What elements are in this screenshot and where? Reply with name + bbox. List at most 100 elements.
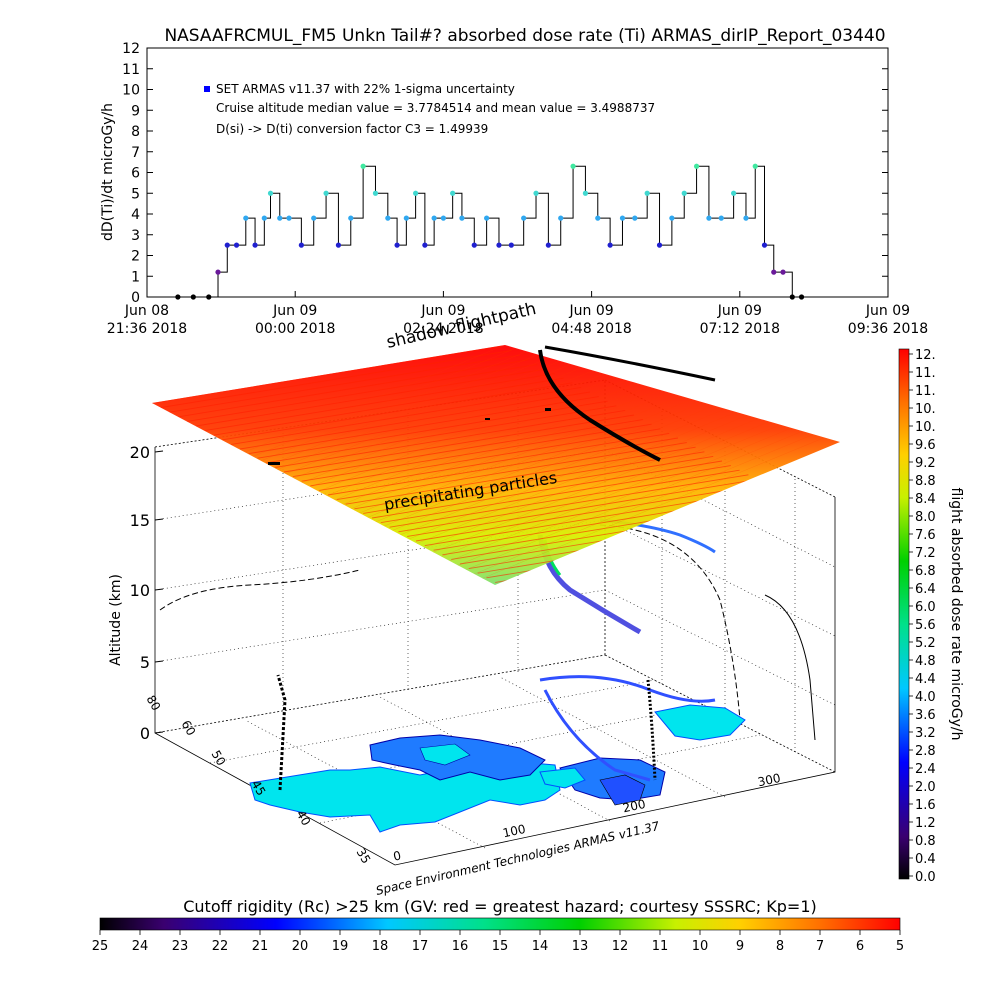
data-point <box>752 163 758 169</box>
dose-rate-colorbar-label: flight absorbed dose rate microGy/h <box>948 488 964 741</box>
data-point <box>521 215 527 221</box>
dose-rate-line <box>177 165 802 298</box>
data-point <box>644 190 650 196</box>
colorbar-tick-label: 10. <box>915 420 936 435</box>
y-tick-label: 2 <box>131 249 140 265</box>
data-point <box>413 190 419 196</box>
data-point <box>607 242 613 248</box>
layer-stripe <box>371 460 723 519</box>
conversion-factor-annotation: D(si) -> D(ti) conversion factor C3 = 1.… <box>216 122 488 136</box>
colorbar-tick-label: 12. <box>915 348 936 363</box>
data-point <box>267 190 274 196</box>
data-point <box>224 242 230 248</box>
rigidity-tick-label: 24 <box>132 939 149 954</box>
rigidity-tick-label: 10 <box>692 939 709 954</box>
x-tick-time: 09:36 2018 <box>848 321 928 337</box>
layer-stripe <box>379 408 726 552</box>
data-point <box>632 215 638 221</box>
data-point <box>233 242 240 248</box>
layer-stripe <box>160 350 511 409</box>
colorbar-tick-label: 11. <box>915 366 936 381</box>
layer-stripe <box>345 446 696 505</box>
data-point <box>206 294 212 300</box>
altitude-tick-mark <box>154 660 164 663</box>
colorbar-tick-label: 3.6 <box>915 708 936 723</box>
layer-stripe <box>467 434 814 577</box>
latitude-tick-label: 45 <box>249 778 269 798</box>
layer-stripe <box>415 483 767 542</box>
layer-stripe <box>434 424 781 568</box>
colorbar-tick-label: 2.4 <box>915 762 936 777</box>
rigidity-tick-label: 13 <box>572 939 589 954</box>
data-point <box>508 242 514 248</box>
colorbar-tick-label: 1.6 <box>915 798 936 813</box>
data-point <box>798 294 805 300</box>
longitude-tick-label: 200 <box>622 797 647 815</box>
layer-stripe <box>310 428 661 487</box>
altitude-tick-label: 20 <box>130 443 150 462</box>
data-point <box>372 190 379 196</box>
layer-stripe <box>283 414 635 473</box>
layer-stripe <box>398 474 749 533</box>
data-point <box>335 242 342 248</box>
time-series-x-ticks: Jun 08 21:36 2018 Jun 09 00:00 2018 Jun 09 02… <box>107 291 928 337</box>
longitude-tick-label: 100 <box>502 822 527 840</box>
colorbar-tick-label: 0.0 <box>915 870 936 885</box>
y-tick-label: 11 <box>122 62 140 78</box>
data-point <box>789 294 795 300</box>
layer-stripe <box>266 405 617 464</box>
colorbar-tick-label: 5.6 <box>915 618 936 633</box>
x-tick-date: Jun 09 <box>717 303 762 319</box>
colorbar-tick-label: 4.0 <box>915 690 936 705</box>
layer-stripe <box>301 423 652 482</box>
layer-stripe <box>239 391 591 450</box>
x-tick-time: 04:48 2018 <box>551 321 631 337</box>
wall-shadow-curves <box>159 524 816 741</box>
altitude-tick-label: 15 <box>130 511 150 530</box>
dose-rate-colorbar: 0.0 0.4 0.8 1.2 1.6 2.0 2.4 2.8 3.2 3.6 4.0 4.4 4.8 5… <box>898 348 964 885</box>
layer-stripe <box>269 376 616 520</box>
colorbar-tick-label: 5.2 <box>915 636 936 651</box>
x-tick-date: Jun 09 <box>272 303 317 319</box>
rigidity-tick-label: 7 <box>816 939 824 954</box>
data-point <box>403 215 409 221</box>
latitude-tick-label: 80 <box>144 693 164 713</box>
layer-stripe <box>456 431 803 574</box>
layer-stripe <box>363 455 714 514</box>
data-point <box>545 242 551 248</box>
flightpath-ground-track <box>276 674 716 791</box>
layer-stripe <box>412 418 759 561</box>
cutoff-rigidity-ticks: 25 24 23 22 21 20 19 18 17 16 15 14 13 12 11 10 9 8 7 6 5 <box>92 930 904 954</box>
data-point <box>743 215 749 221</box>
x-tick-date: Jun 08 <box>124 303 169 319</box>
x-tick-time: 07:12 2018 <box>700 321 780 337</box>
altitude-tick-mark <box>154 518 164 521</box>
longitude-ticks: 0 100 200 300 <box>392 771 782 864</box>
layer-stripe <box>319 432 670 491</box>
data-point <box>619 215 626 221</box>
colorbar-tick-label: 9.2 <box>915 456 936 471</box>
data-point <box>175 294 181 300</box>
data-point <box>261 215 267 221</box>
y-tick-label: 8 <box>131 124 140 140</box>
data-point <box>298 242 304 248</box>
data-point <box>243 215 249 221</box>
page-title: NASAAFRCMUL_FM5 Unkn Tail#? absorbed dos… <box>164 26 885 46</box>
data-point <box>718 215 724 221</box>
data-point <box>582 190 589 196</box>
rigidity-tick-label: 15 <box>492 939 509 954</box>
data-point <box>693 163 700 169</box>
altitude-ticks: 0 5 10 15 20 <box>130 443 164 743</box>
layer-stripe <box>380 465 731 524</box>
y-tick-label: 9 <box>131 103 140 119</box>
colorbar-tick-label: 9.6 <box>915 438 936 453</box>
latitude-tick-label: 35 <box>354 846 374 866</box>
colorbar-tick-label: 7.2 <box>915 546 936 561</box>
longitude-tick-label: 0 <box>392 848 402 863</box>
y-tick-label: 0 <box>131 290 140 306</box>
latitude-tick-label: 50 <box>209 748 229 768</box>
x-tick-time: 21:36 2018 <box>107 321 187 337</box>
colorbar-tick-label: 2.8 <box>915 744 936 759</box>
colorbar-tick-label: 4.4 <box>915 672 936 687</box>
